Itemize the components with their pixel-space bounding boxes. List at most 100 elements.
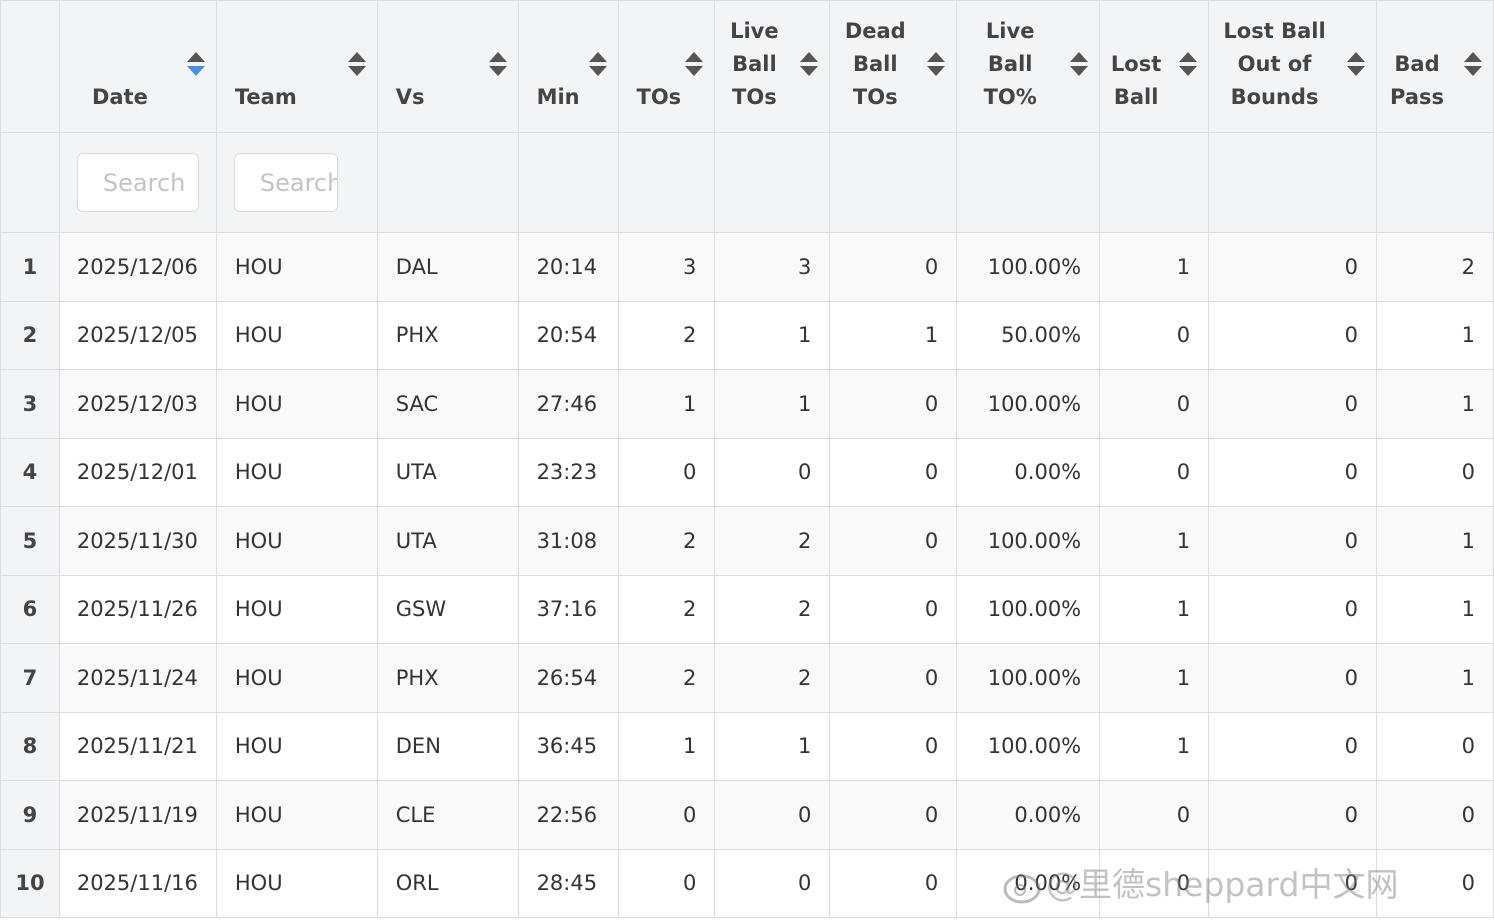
- search-input[interactable]: Search: [76, 153, 199, 212]
- sort-icon[interactable]: [1178, 51, 1198, 77]
- search-input[interactable]: Search: [233, 153, 338, 212]
- data-row: 6 2025/11/26 HOU GSW 37:16 2 2 0 100.00% 1 0 1: [0, 574, 1494, 644]
- cell: 100.00%: [956, 711, 1101, 781]
- column-header[interactable]: TOs: [617, 0, 716, 133]
- cell: 2: [617, 300, 716, 370]
- cell: 0: [1099, 437, 1210, 507]
- column-header[interactable]: Vs: [376, 0, 519, 133]
- column-header[interactable]: Min: [517, 0, 619, 133]
- cell: 1: [1376, 506, 1494, 576]
- cell: DEN: [376, 711, 519, 781]
- sort-icon[interactable]: [926, 51, 946, 77]
- filter-cell: Search: [58, 132, 217, 233]
- cell: UTA: [376, 437, 519, 507]
- cell: 2: [617, 506, 716, 576]
- cell: 0: [1208, 300, 1377, 370]
- cell: 0: [1208, 437, 1377, 507]
- sort-icon[interactable]: [186, 51, 206, 77]
- cell: 0: [617, 780, 716, 850]
- cell: 20:54: [517, 300, 619, 370]
- column-header[interactable]: Team: [215, 0, 378, 133]
- cell: 31:08: [517, 506, 619, 576]
- header-line: Ball: [852, 52, 898, 76]
- header-line: TOs: [636, 85, 682, 109]
- cell: 1: [1099, 506, 1210, 576]
- cell: 0: [1376, 437, 1494, 507]
- cell: 1: [714, 300, 831, 370]
- row-index: 1: [0, 232, 60, 302]
- watermark: @里德sheppard中文网: [1002, 858, 1398, 906]
- column-header[interactable]: Lost Ball: [1099, 0, 1210, 133]
- header-line: TO%: [983, 85, 1037, 109]
- data-row: 3 2025/12/03 HOU SAC 27:46 1 1 0 100.00% 0 0 1: [0, 369, 1494, 439]
- sort-icon[interactable]: [588, 51, 608, 77]
- cell: PHX: [376, 643, 519, 713]
- data-row: 8 2025/11/21 HOU DEN 36:45 1 1 0 100.00% 1 0 0: [0, 711, 1494, 781]
- weibo-logo: [1003, 874, 1041, 903]
- cell: 20:14: [517, 232, 619, 302]
- data-row: 4 2025/12/01 HOU UTA 23:23 0 0 0 0.00% 0 0 0: [0, 437, 1494, 507]
- cell: 0: [829, 369, 958, 439]
- sort-icon[interactable]: [1463, 51, 1483, 77]
- header-line: Vs: [395, 85, 425, 109]
- cell: 0: [1208, 506, 1377, 576]
- cell: 0: [1208, 369, 1377, 439]
- sort-icon[interactable]: [1069, 51, 1089, 77]
- cell: 1: [714, 369, 831, 439]
- sort-icon[interactable]: [799, 51, 819, 77]
- cell: 1: [829, 300, 958, 370]
- cell: CLE: [376, 780, 519, 850]
- cell: 1: [617, 711, 716, 781]
- cell: UTA: [376, 506, 519, 576]
- cell: 0: [1099, 300, 1210, 370]
- column-header[interactable]: Date: [58, 0, 217, 133]
- cell: 2025/11/16: [58, 848, 217, 918]
- header-line: Lost Ball: [1223, 19, 1326, 43]
- cell: PHX: [376, 300, 519, 370]
- sort-icon[interactable]: [347, 51, 367, 77]
- cell: HOU: [215, 369, 378, 439]
- sort-icon[interactable]: [1346, 51, 1366, 77]
- cell: 2025/11/19: [58, 780, 217, 850]
- table-body: 1 2025/12/06 HOU DAL 20:14 3 3 0 100.00% 1 0 2 2 2025…: [0, 232, 1494, 918]
- cell: 0: [1208, 232, 1377, 302]
- header-line: Pass: [1390, 85, 1444, 109]
- cell: 2025/12/05: [58, 300, 217, 370]
- header-line: Team: [234, 85, 297, 109]
- cell: 28:45: [517, 848, 619, 918]
- column-header[interactable]: Dead Ball TOs: [829, 0, 958, 133]
- filter-cell: [1376, 132, 1494, 233]
- cell: 2: [714, 506, 831, 576]
- header-row: Date Team Vs Min TOs Live Ball TOs Dead Ball TOs Li…: [0, 0, 1494, 133]
- header-line: Bounds: [1230, 85, 1319, 109]
- header-line: Out of: [1237, 52, 1312, 76]
- cell: 100.00%: [956, 232, 1101, 302]
- filter-cell: [517, 132, 619, 233]
- cell: 0: [829, 780, 958, 850]
- sort-icon[interactable]: [488, 51, 508, 77]
- cell: 100.00%: [956, 574, 1101, 644]
- cell: 2: [617, 643, 716, 713]
- column-header[interactable]: Live Ball TO%: [956, 0, 1101, 133]
- filter-cell: [1099, 132, 1210, 233]
- sort-icon[interactable]: [684, 51, 704, 77]
- cell: 2: [714, 643, 831, 713]
- filter-cell: [829, 132, 958, 233]
- header-text: [1, 114, 58, 132]
- data-row: 1 2025/12/06 HOU DAL 20:14 3 3 0 100.00% 1 0 2: [0, 232, 1494, 302]
- cell: SAC: [376, 369, 519, 439]
- cell: 2: [617, 574, 716, 644]
- cell: 23:23: [517, 437, 619, 507]
- cell: 0: [829, 437, 958, 507]
- cell: 0: [617, 437, 716, 507]
- cell: 36:45: [517, 711, 619, 781]
- filter-cell: Search: [215, 132, 378, 233]
- column-header[interactable]: Live Ball TOs: [714, 0, 831, 133]
- column-header[interactable]: Lost Ball Out of Bounds: [1208, 0, 1377, 133]
- cell: 2025/11/24: [58, 643, 217, 713]
- header-text: Bad Pass: [1378, 48, 1493, 132]
- header-line: Live: [985, 19, 1035, 43]
- column-header[interactable]: Bad Pass: [1376, 0, 1494, 133]
- cell: 2025/11/26: [58, 574, 217, 644]
